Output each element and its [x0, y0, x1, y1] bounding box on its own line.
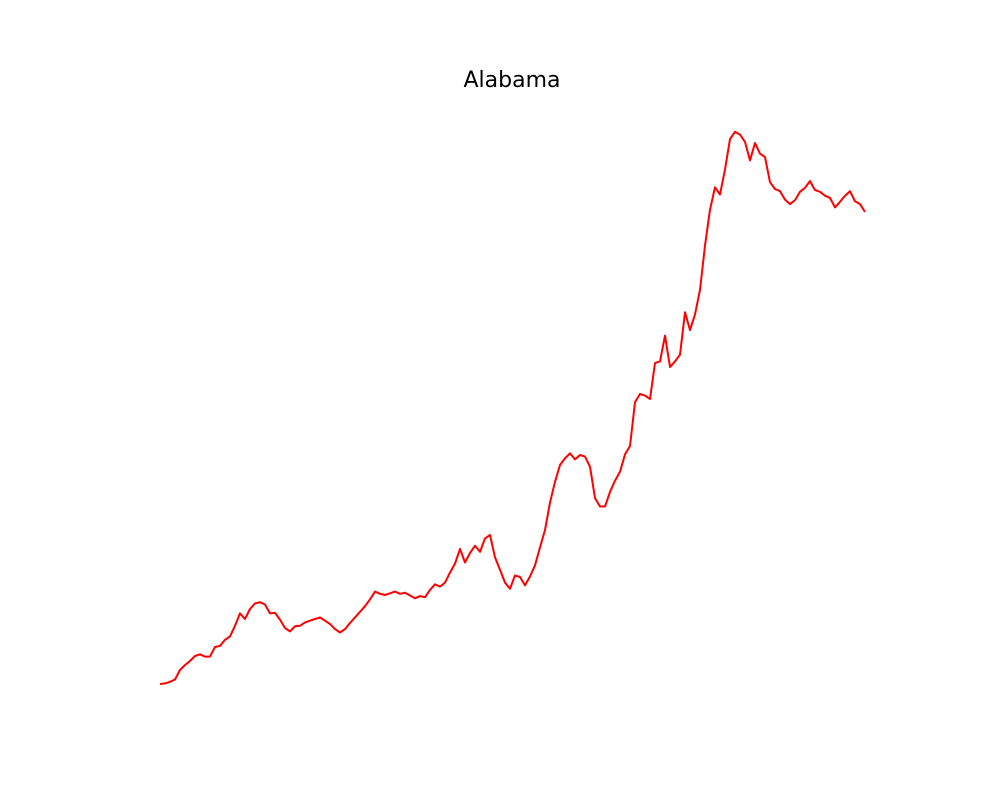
- plot-area: [159, 130, 866, 685]
- chart-title: Alabama: [463, 68, 560, 93]
- series-line: [159, 130, 866, 685]
